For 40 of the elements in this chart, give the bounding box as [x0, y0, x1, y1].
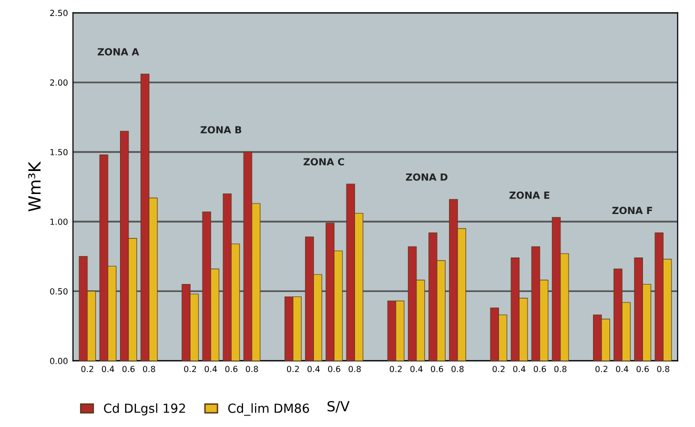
x-tick-label: 0.8 [246, 366, 258, 372]
x-tick-label: 0.4 [616, 366, 628, 372]
x-tick-label: 0.6 [122, 366, 135, 372]
x-axis-title: S/V [328, 400, 350, 413]
x-tick-label: 0.2 [286, 366, 299, 372]
y-tick-label: 2.50 [50, 10, 68, 16]
y-tick-label: 1.50 [50, 148, 68, 156]
x-tick-label: 0.2 [390, 366, 402, 372]
y-tick-label: 0.00 [50, 358, 68, 364]
x-tick-label: 0.6 [534, 366, 546, 372]
x-tick-label: 0.4 [204, 366, 217, 372]
x-tick-label: 0.4 [102, 366, 114, 372]
x-tick-label: 0.8 [554, 366, 566, 372]
x-tick-label: 0.8 [451, 366, 464, 372]
legend-label: Cd_lim DM86 [228, 403, 310, 416]
legend-label: Cd DLgsl 192 [104, 403, 185, 416]
y-tick-label: 0.50 [50, 288, 68, 294]
x-tick-label: 0.4 [513, 366, 526, 372]
y-tick-label: 2.00 [50, 79, 68, 86]
x-tick-label: 0.2 [81, 366, 94, 372]
x-tick-label: 0.8 [142, 366, 156, 372]
x-tick-label: 0.4 [308, 366, 320, 372]
annotation: ZONA B [200, 126, 242, 134]
x-tick-label: 0.8 [348, 366, 361, 372]
annotation: ZONA C [304, 158, 344, 166]
annotation: ZONA F [612, 206, 652, 214]
y-tick-label: 1.00 [50, 218, 68, 225]
annotation: ZONA A [98, 48, 140, 56]
x-tick-label: 0.2 [595, 366, 608, 372]
x-tick-label: 0.6 [328, 366, 340, 372]
x-tick-label: 0.8 [657, 366, 670, 372]
x-tick-label: 0.6 [636, 366, 649, 372]
x-tick-label: 0.2 [184, 366, 196, 372]
x-tick-label: 0.2 [492, 366, 504, 372]
y-axis-title: Wm³K [28, 161, 41, 212]
x-tick-label: 0.4 [410, 366, 423, 372]
x-tick-label: 0.6 [225, 366, 238, 372]
annotation: ZONA D [406, 173, 448, 181]
annotation: ZONA E [509, 191, 550, 199]
x-tick-label: 0.6 [430, 366, 444, 372]
